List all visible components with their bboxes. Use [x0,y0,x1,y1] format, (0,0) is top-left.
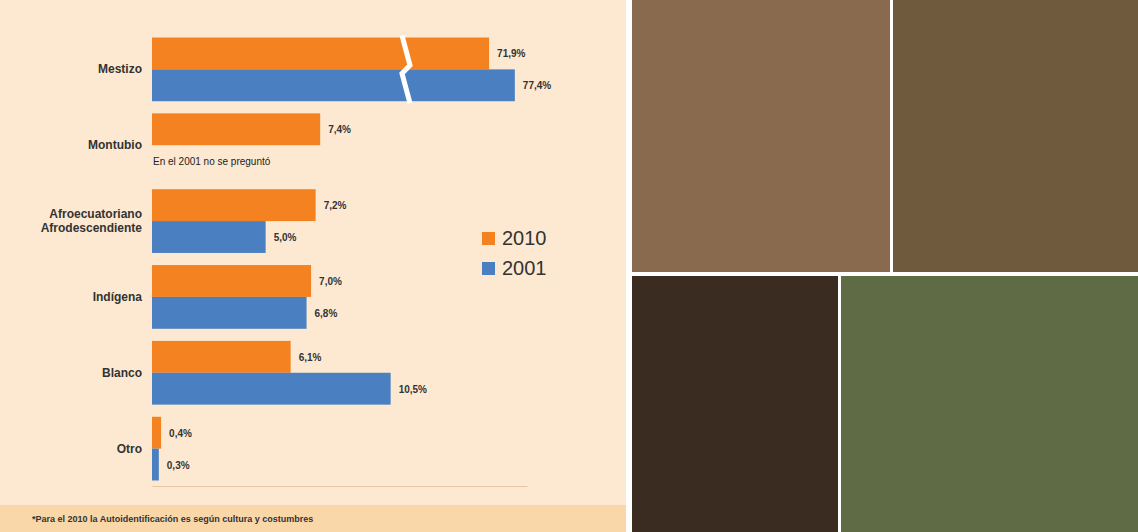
footnote-band [0,505,626,532]
data-label: 10,5% [399,384,427,395]
category-label: AfroecuatorianoAfrodescendiente [41,207,143,235]
axis-break [402,36,410,104]
legend-label: 2010 [502,227,547,249]
category-label: Indígena [93,290,143,304]
bar [152,449,159,481]
panel-background [0,0,626,532]
bar [152,341,291,373]
category-labels: Mestizo Montubio AfroecuatorianoAfrodescen… [41,62,143,455]
bar [152,189,316,221]
legend-item: 2001 [482,257,547,279]
data-label: 6,1% [299,352,322,363]
data-label: 77,4% [523,80,551,91]
bar [152,38,489,70]
legend: 2010 2001 [482,227,547,279]
x-axis [153,486,528,487]
bar [152,69,515,101]
bar [152,265,311,297]
data-label: 7,2% [324,200,347,211]
photo-placeholder [841,276,1138,532]
data-label: 0,4% [169,428,192,439]
legend-item: 2010 [482,227,547,249]
data-labels: 71,9% 7,4% 7,2% 7,0% 6,1% 0,4% 77,4% 5,0% 6,8% 10… [167,48,551,470]
bar [152,373,391,405]
canvas: Mestizo Montubio AfroecuatorianoAfrodescen… [0,0,1138,532]
data-label: 5,0% [274,232,297,243]
photo-placeholder [632,0,890,272]
category-label: Otro [117,442,142,456]
data-label: 7,4% [328,124,351,135]
legend-label: 2001 [502,257,547,279]
legend-swatch [482,232,495,245]
category-label: Mestizo [98,62,142,76]
data-label: 71,9% [497,48,525,59]
axis-line [153,486,528,487]
plot [152,36,528,487]
photo-placeholder [893,0,1138,272]
legend-swatch [482,262,495,275]
bar [152,221,266,253]
photo-placeholder [632,276,838,532]
bar [152,113,320,145]
data-label: 6,8% [315,308,338,319]
data-label: 0,3% [167,460,190,471]
data-label: 7,0% [319,276,342,287]
bar [152,417,161,449]
annotation: En el 2001 no se preguntó [153,156,271,167]
footnote: *Para el 2010 la Autoidentificación es s… [32,514,313,524]
bars [152,36,515,481]
category-label: Blanco [102,366,142,380]
category-label: Montubio [88,138,142,152]
bar [152,297,307,329]
